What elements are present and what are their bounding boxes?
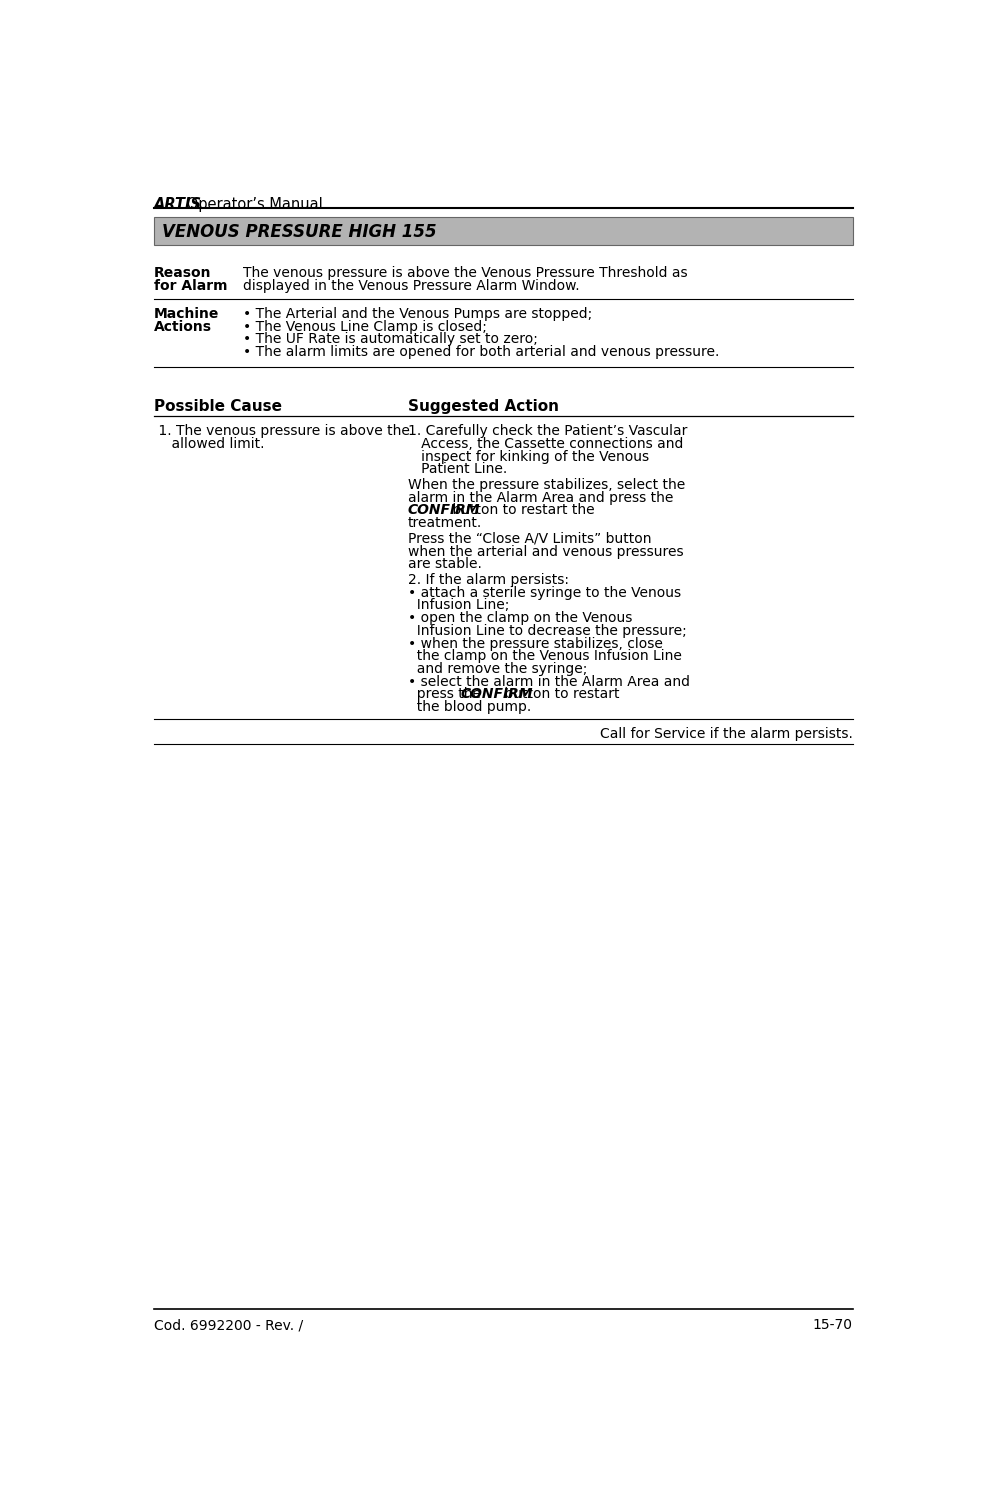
Text: • when the pressure stabilizes, close: • when the pressure stabilizes, close: [408, 636, 663, 651]
Text: CONFIRM: CONFIRM: [408, 504, 480, 518]
Text: Patient Line.: Patient Line.: [408, 462, 507, 476]
Text: Access, the Cassette connections and: Access, the Cassette connections and: [408, 436, 683, 451]
Text: Cod. 6992200 - Rev. /: Cod. 6992200 - Rev. /: [154, 1318, 302, 1332]
Text: treatment.: treatment.: [408, 516, 482, 530]
Text: 2. If the alarm persists:: 2. If the alarm persists:: [408, 573, 569, 586]
Text: inspect for kinking of the Venous: inspect for kinking of the Venous: [408, 450, 649, 464]
Text: • The alarm limits are opened for both arterial and venous pressure.: • The alarm limits are opened for both a…: [243, 345, 719, 358]
Text: • The UF Rate is automatically set to zero;: • The UF Rate is automatically set to ze…: [243, 333, 538, 346]
Text: CONFIRM: CONFIRM: [460, 687, 532, 702]
Text: button to restart: button to restart: [501, 687, 620, 702]
Text: Reason: Reason: [154, 266, 211, 280]
Text: When the pressure stabilizes, select the: When the pressure stabilizes, select the: [408, 478, 685, 492]
Text: for Alarm: for Alarm: [154, 279, 227, 292]
Text: Possible Cause: Possible Cause: [154, 399, 282, 414]
Text: VENOUS PRESSURE HIGH 155: VENOUS PRESSURE HIGH 155: [161, 222, 436, 240]
Text: allowed limit.: allowed limit.: [154, 436, 264, 451]
Text: • attach a sterile syringe to the Venous: • attach a sterile syringe to the Venous: [408, 586, 682, 600]
Text: Machine: Machine: [154, 308, 219, 321]
Text: Infusion Line to decrease the pressure;: Infusion Line to decrease the pressure;: [408, 624, 686, 638]
Text: Actions: Actions: [154, 320, 212, 334]
Bar: [154, 217, 852, 244]
Text: Call for Service if the alarm persists.: Call for Service if the alarm persists.: [600, 726, 852, 741]
Text: 1. The venous pressure is above the: 1. The venous pressure is above the: [154, 424, 409, 438]
Text: the clamp on the Venous Infusion Line: the clamp on the Venous Infusion Line: [408, 650, 682, 663]
Text: button to restart the: button to restart the: [448, 504, 595, 518]
Text: Suggested Action: Suggested Action: [408, 399, 559, 414]
Text: when the arterial and venous pressures: when the arterial and venous pressures: [408, 544, 683, 558]
Text: Press the “Close A/V Limits” button: Press the “Close A/V Limits” button: [408, 532, 651, 546]
Text: alarm in the Alarm Area and press the: alarm in the Alarm Area and press the: [408, 490, 674, 504]
Text: Infusion Line;: Infusion Line;: [408, 598, 510, 612]
Text: Operator’s Manual: Operator’s Manual: [182, 196, 322, 211]
Text: displayed in the Venous Pressure Alarm Window.: displayed in the Venous Pressure Alarm W…: [243, 279, 579, 292]
Text: • The Venous Line Clamp is closed;: • The Venous Line Clamp is closed;: [243, 320, 487, 334]
Text: 15-70: 15-70: [813, 1318, 852, 1332]
Text: • open the clamp on the Venous: • open the clamp on the Venous: [408, 610, 632, 626]
Text: and remove the syringe;: and remove the syringe;: [408, 662, 587, 676]
Text: 1. Carefully check the Patient’s Vascular: 1. Carefully check the Patient’s Vascula…: [408, 424, 687, 438]
Text: • The Arterial and the Venous Pumps are stopped;: • The Arterial and the Venous Pumps are …: [243, 308, 592, 321]
Text: The venous pressure is above the Venous Pressure Threshold as: The venous pressure is above the Venous …: [243, 266, 687, 280]
Text: • select the alarm in the Alarm Area and: • select the alarm in the Alarm Area and: [408, 675, 690, 688]
Text: press the: press the: [408, 687, 485, 702]
Text: the blood pump.: the blood pump.: [408, 700, 531, 714]
Text: ARTIS: ARTIS: [154, 196, 201, 211]
Text: are stable.: are stable.: [408, 558, 482, 572]
